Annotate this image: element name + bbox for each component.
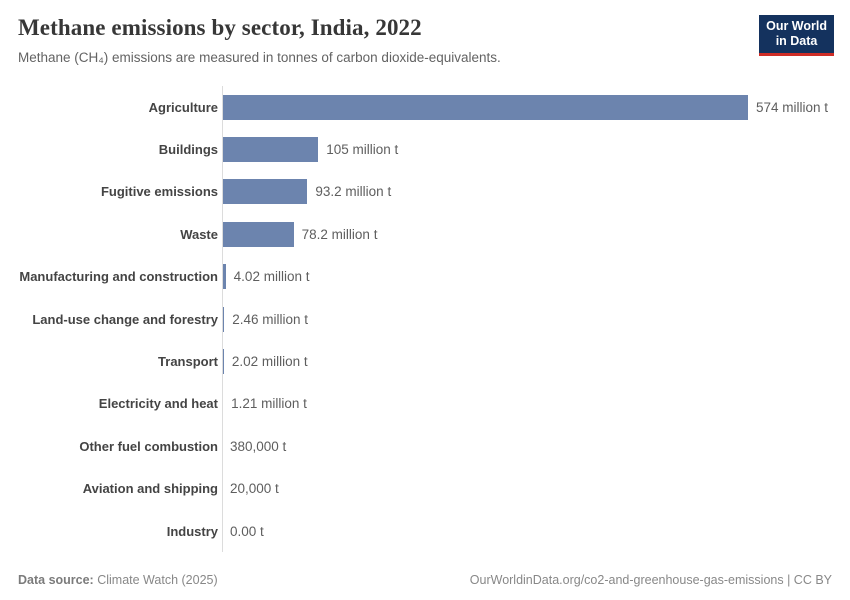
chart-row: Electricity and heat 1.21 million t — [0, 383, 850, 425]
bar-area: 2.46 million t — [222, 306, 850, 332]
value-label: 2.46 million t — [232, 311, 309, 327]
category-label: Manufacturing and construction — [19, 269, 218, 285]
chart-row: Waste 78.2 million t — [0, 213, 850, 255]
bar[interactable] — [222, 264, 226, 290]
owid-logo-line2: in Data — [775, 34, 818, 48]
data-source-name: Climate Watch (2025) — [97, 573, 218, 587]
chart-row: Agriculture 574 million t — [0, 86, 850, 128]
value-label: 4.02 million t — [233, 269, 310, 285]
chart-row: Aviation and shipping 20,000 t — [0, 468, 850, 510]
bar[interactable] — [222, 221, 294, 247]
chart-row: Manufacturing and construction 4.02 mill… — [0, 256, 850, 298]
owid-logo[interactable]: Our World in Data — [759, 15, 834, 56]
category-label: Transport — [158, 354, 218, 370]
value-label: 1.21 million t — [231, 396, 307, 412]
chart-row: Buildings 105 million t — [0, 128, 850, 170]
bar-area: 4.02 million t — [222, 264, 850, 290]
value-label: 20,000 t — [230, 481, 279, 497]
category-label: Land-use change and forestry — [32, 311, 218, 327]
bar-area: 105 million t — [222, 137, 850, 163]
value-label: 574 million t — [756, 99, 829, 115]
category-label: Aviation and shipping — [82, 481, 218, 497]
chart-row: Industry 0.00 t — [0, 510, 850, 552]
category-label: Industry — [166, 523, 218, 539]
value-label: 78.2 million t — [301, 226, 378, 242]
value-label: 2.02 million t — [231, 354, 308, 370]
bar-area: 0.00 t — [222, 519, 850, 544]
value-label: 93.2 million t — [315, 184, 392, 200]
bar-area: 78.2 million t — [222, 221, 850, 247]
category-label: Fugitive emissions — [100, 184, 218, 200]
bar-area: 1.21 million t — [222, 391, 850, 417]
bar-chart: Agriculture 574 million t Buildings 105 … — [0, 86, 850, 552]
value-label: 0.00 t — [230, 523, 264, 539]
bar-area: 380,000 t — [222, 434, 850, 459]
chart-row: Fugitive emissions 93.2 million t — [0, 171, 850, 213]
bar[interactable] — [222, 94, 748, 120]
owid-url-link[interactable]: OurWorldinData.org/co2-and-greenhouse-ga… — [469, 573, 832, 587]
owid-logo-line1: Our World — [766, 19, 827, 33]
data-source-prefix: Data source: — [18, 573, 94, 587]
bar-area: 20,000 t — [222, 476, 850, 501]
category-label: Agriculture — [148, 99, 218, 115]
category-label: Other fuel combustion — [79, 438, 218, 454]
chart-footer: Data source: Climate Watch (2025) OurWor… — [18, 573, 832, 587]
bar[interactable] — [222, 137, 319, 163]
value-label: 105 million t — [326, 142, 399, 158]
chart-row: Transport 2.02 million t — [0, 340, 850, 382]
chart-header: Methane emissions by sector, India, 2022… — [18, 15, 740, 65]
chart-row: Land-use change and forestry 2.46 millio… — [0, 298, 850, 340]
bar[interactable] — [222, 306, 225, 332]
bar[interactable] — [222, 179, 308, 205]
chart-subtitle: Methane (CH₄) emissions are measured in … — [18, 50, 501, 65]
bar-area: 574 million t — [222, 94, 850, 120]
page-title: Methane emissions by sector, India, 2022 — [18, 15, 422, 40]
category-label: Electricity and heat — [98, 396, 218, 412]
category-label: Buildings — [158, 142, 218, 158]
bar-area: 2.02 million t — [222, 349, 850, 375]
chart-row: Other fuel combustion 380,000 t — [0, 425, 850, 467]
y-axis-line — [222, 86, 223, 552]
bar-area: 93.2 million t — [222, 179, 850, 205]
category-label: Waste — [180, 226, 218, 242]
data-source: Data source: Climate Watch (2025) — [18, 573, 218, 587]
value-label: 380,000 t — [230, 438, 287, 454]
